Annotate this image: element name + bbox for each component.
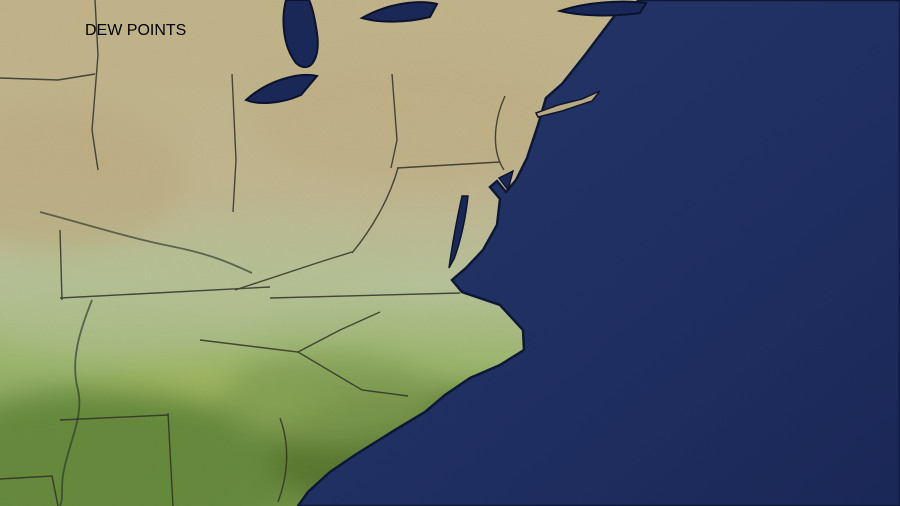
title-banner: DEW POINTS xyxy=(85,22,900,72)
page-title: DEW POINTS xyxy=(85,22,187,39)
